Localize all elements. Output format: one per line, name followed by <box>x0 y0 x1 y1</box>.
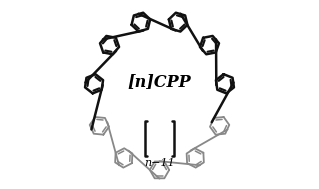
Text: [n]CPP: [n]CPP <box>128 73 191 90</box>
Text: n−11: n−11 <box>144 158 175 168</box>
